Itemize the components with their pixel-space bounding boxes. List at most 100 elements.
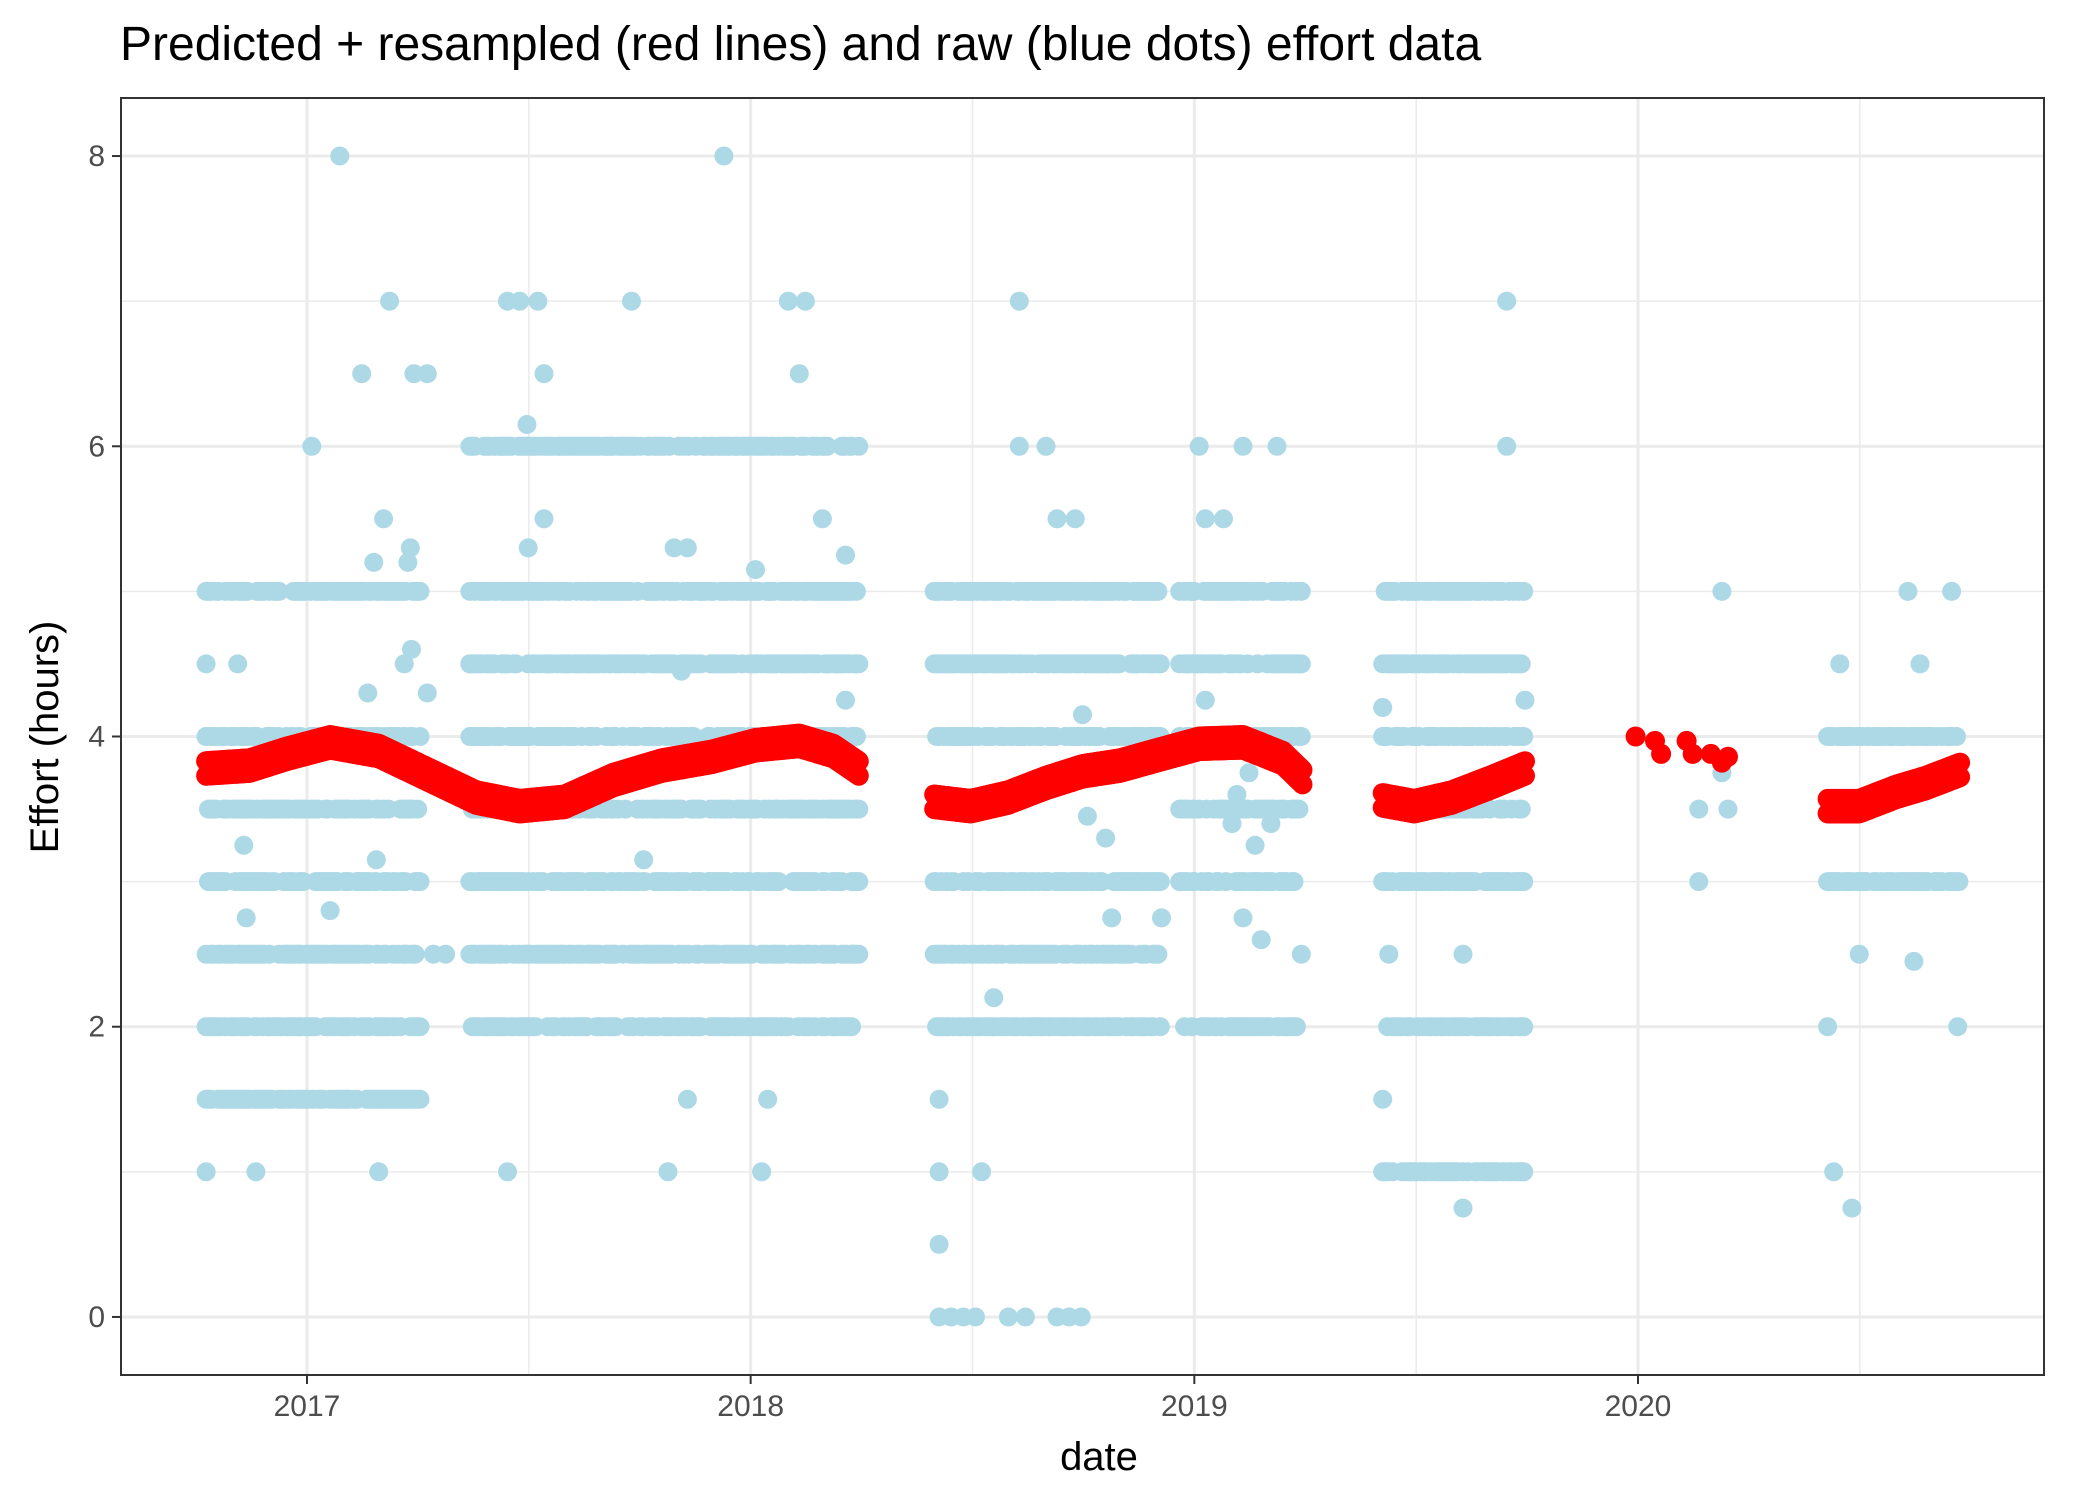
raw-point [1712, 581, 1732, 601]
raw-point [1898, 581, 1918, 601]
raw-point [228, 654, 248, 674]
raw-point [634, 850, 654, 870]
raw-point [1150, 872, 1170, 892]
raw-point [1222, 814, 1242, 834]
raw-point [1233, 908, 1253, 928]
raw-point [1291, 727, 1311, 746]
x-tick-label: 2018 [717, 1390, 784, 1423]
raw-point [369, 1089, 389, 1109]
raw-point [410, 727, 430, 746]
predicted-point [1682, 743, 1703, 764]
raw-point [402, 639, 421, 659]
chart-title: Predicted + resampled (red lines) and ra… [120, 18, 1481, 71]
predicted-point [1292, 759, 1313, 780]
raw-point [1227, 785, 1247, 804]
raw-point [410, 581, 430, 601]
raw-point [842, 944, 861, 964]
raw-point [1291, 581, 1311, 601]
raw-point [538, 654, 558, 674]
raw-point [1842, 1198, 1862, 1218]
raw-point [1096, 828, 1116, 848]
raw-point [410, 1017, 430, 1037]
raw-point [1233, 436, 1253, 456]
raw-point [1373, 1089, 1393, 1109]
raw-point [234, 835, 254, 855]
raw-point [849, 654, 869, 674]
raw-point [1514, 1017, 1534, 1037]
raw-point [752, 1162, 772, 1182]
raw-point [1942, 581, 1962, 601]
raw-point [972, 1162, 992, 1182]
raw-point [1948, 1017, 1968, 1037]
raw-point [1291, 654, 1311, 674]
raw-point [1102, 908, 1122, 928]
raw-point [404, 364, 424, 384]
raw-point [817, 436, 837, 456]
raw-point [236, 908, 256, 928]
raw-point [1009, 291, 1029, 311]
raw-point [518, 538, 538, 558]
predicted-point [1625, 726, 1646, 747]
predicted-point [1950, 752, 1971, 773]
raw-point [1127, 872, 1147, 892]
raw-point [658, 1162, 678, 1182]
raw-point [1818, 1017, 1838, 1037]
raw-point [417, 364, 437, 384]
raw-point [1150, 1017, 1170, 1037]
raw-point [1189, 436, 1209, 456]
raw-point [849, 436, 869, 456]
raw-point [302, 436, 322, 456]
raw-point [1514, 872, 1534, 892]
raw-point [1689, 872, 1709, 892]
raw-point [1214, 509, 1233, 529]
raw-point [1152, 908, 1171, 928]
raw-point [398, 552, 418, 572]
raw-point [1511, 799, 1531, 819]
raw-point [1497, 291, 1517, 311]
raw-point [1379, 944, 1399, 964]
x-tick-label: 2020 [1605, 1390, 1672, 1423]
raw-point [677, 1089, 697, 1109]
raw-point [196, 1162, 216, 1182]
raw-point [758, 1089, 778, 1109]
raw-point [352, 364, 372, 384]
raw-point [320, 901, 340, 921]
predicted-point [1651, 743, 1672, 764]
raw-point [534, 509, 554, 529]
raw-point [366, 850, 386, 870]
raw-point [394, 654, 414, 674]
raw-point [677, 538, 697, 558]
raw-point [1195, 509, 1215, 529]
raw-point [1073, 705, 1092, 725]
raw-point [836, 545, 855, 565]
y-tick-label: 6 [88, 430, 105, 463]
raw-point [929, 1234, 949, 1254]
raw-point [380, 291, 400, 311]
raw-point [1824, 1162, 1844, 1182]
raw-point [929, 1089, 949, 1109]
y-tick-label: 4 [88, 721, 105, 754]
y-tick-label: 8 [88, 140, 105, 173]
raw-point [998, 1307, 1018, 1327]
y-tick-label: 2 [88, 1011, 105, 1044]
raw-point [196, 727, 216, 746]
raw-point [472, 654, 492, 674]
y-axis-title: Effort (hours) [23, 621, 67, 854]
raw-point [1849, 944, 1869, 964]
raw-point [417, 683, 437, 703]
raw-point [1289, 799, 1309, 819]
predicted-point [848, 765, 869, 786]
raw-point [1251, 930, 1271, 950]
raw-point [1497, 436, 1517, 456]
raw-point [330, 146, 350, 166]
raw-point [405, 944, 425, 964]
raw-point [622, 291, 641, 311]
predicted-point [848, 751, 869, 772]
raw-point [528, 291, 548, 311]
raw-point [408, 799, 428, 819]
raw-point [1245, 835, 1265, 855]
y-tick-label: 0 [88, 1301, 105, 1334]
raw-point [517, 415, 537, 434]
raw-point [684, 727, 703, 746]
